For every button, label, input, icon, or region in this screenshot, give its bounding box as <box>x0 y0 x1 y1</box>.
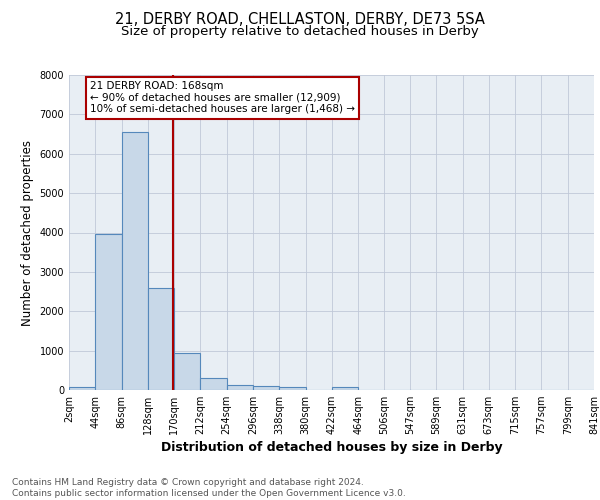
Bar <box>200 378 227 390</box>
Bar <box>95 234 122 390</box>
Bar <box>253 386 279 390</box>
Text: 21 DERBY ROAD: 168sqm
← 90% of detached houses are smaller (12,909)
10% of semi-: 21 DERBY ROAD: 168sqm ← 90% of detached … <box>90 82 355 114</box>
Y-axis label: Number of detached properties: Number of detached properties <box>21 140 34 326</box>
Text: Contains HM Land Registry data © Crown copyright and database right 2024.
Contai: Contains HM Land Registry data © Crown c… <box>12 478 406 498</box>
Bar <box>174 352 200 390</box>
Bar <box>332 387 358 390</box>
Bar <box>279 387 305 390</box>
Bar <box>122 132 148 390</box>
Text: Size of property relative to detached houses in Derby: Size of property relative to detached ho… <box>121 25 479 38</box>
Bar <box>148 288 174 390</box>
X-axis label: Distribution of detached houses by size in Derby: Distribution of detached houses by size … <box>161 442 502 454</box>
Bar <box>227 386 253 390</box>
Bar <box>69 387 95 390</box>
Text: 21, DERBY ROAD, CHELLASTON, DERBY, DE73 5SA: 21, DERBY ROAD, CHELLASTON, DERBY, DE73 … <box>115 12 485 28</box>
